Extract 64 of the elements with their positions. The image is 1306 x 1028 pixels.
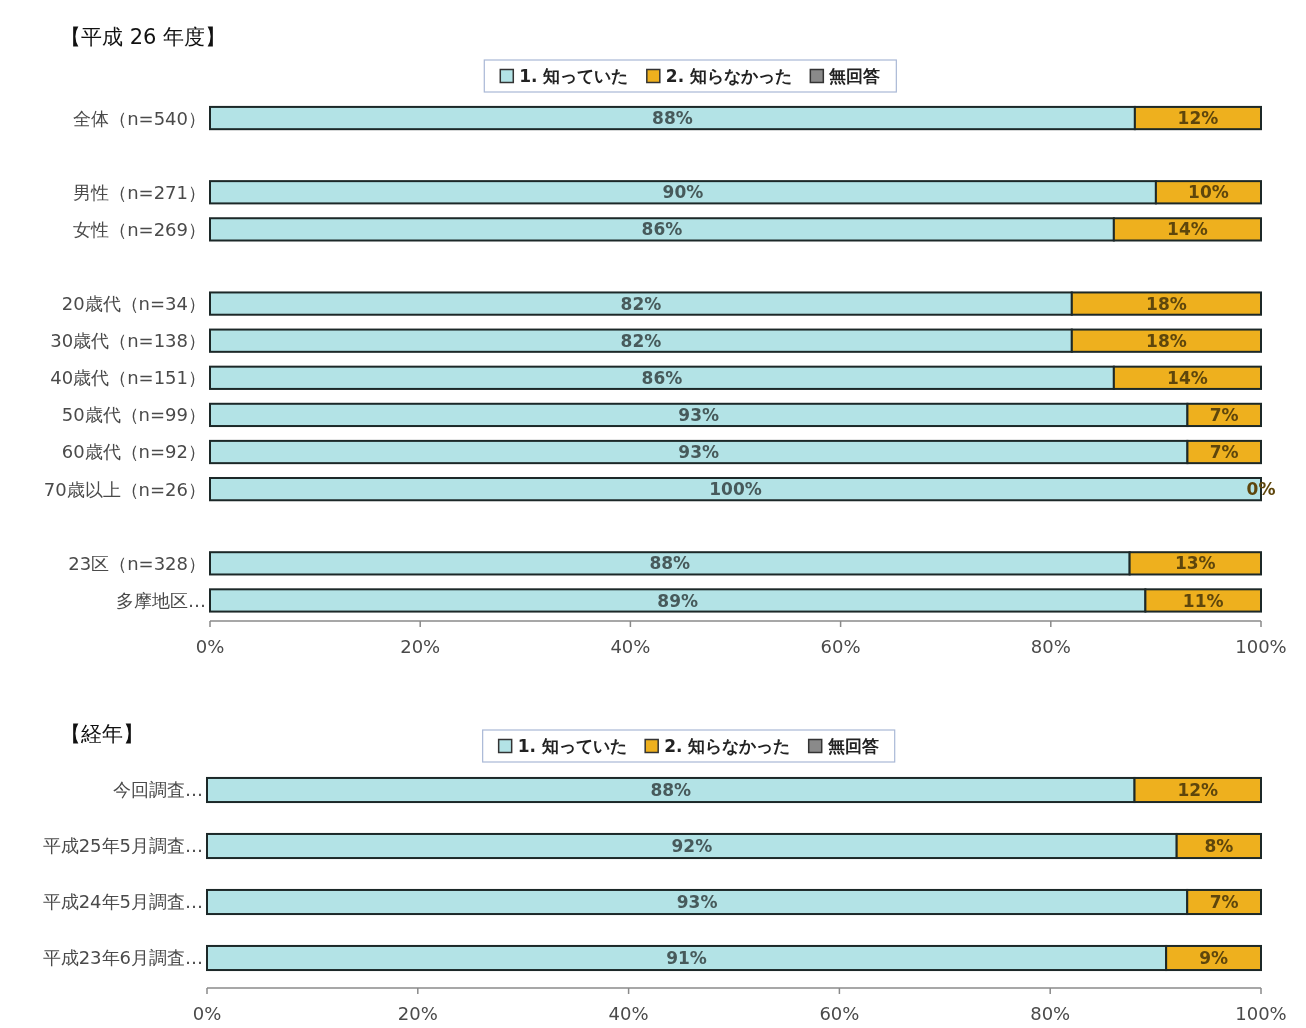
x-tick-label: 0% (192, 1003, 222, 1024)
legend-label: 無回答 (826, 736, 879, 757)
y-tick-label: 今回調査… (113, 779, 203, 801)
y-tick-label: 70歳以上（n=26） (43, 478, 206, 500)
data-label: 82% (620, 293, 662, 314)
data-label: 12% (1177, 780, 1219, 801)
data-label: 89% (657, 590, 699, 611)
y-tick-label: 60歳代（n=92） (61, 441, 206, 463)
y-tick-label: 23区（n=328） (68, 552, 206, 574)
data-label: 14% (1167, 367, 1208, 388)
x-tick-label: 40% (608, 1003, 649, 1024)
data-label: 12% (1177, 108, 1219, 129)
y-tick-label: 30歳代（n=138） (50, 330, 206, 352)
x-tick-label: 100% (1235, 1003, 1287, 1024)
data-label: 90% (662, 182, 704, 203)
data-label: 7% (1209, 442, 1239, 463)
chart-title: 【経年】 (60, 722, 144, 746)
data-label: 91% (666, 948, 707, 969)
data-label: 88% (650, 780, 692, 801)
data-label: 93% (676, 892, 718, 913)
data-label: 86% (641, 367, 683, 388)
data-label: 7% (1209, 892, 1239, 913)
y-tick-label: 40歳代（n=151） (50, 367, 206, 389)
legend-label: 1. 知っていた (517, 736, 627, 757)
x-tick-label: 20% (400, 636, 441, 657)
data-label: 7% (1209, 405, 1239, 426)
x-tick-label: 80% (1030, 1003, 1071, 1024)
legend-label: 無回答 (828, 66, 881, 87)
x-tick-label: 80% (1030, 636, 1071, 657)
x-tick-label: 20% (397, 1003, 438, 1024)
data-label: 18% (1146, 330, 1187, 351)
data-label: 88% (649, 553, 691, 574)
y-tick-label: 20歳代（n=34） (61, 293, 206, 315)
y-tick-label: 女性（n=269） (73, 218, 206, 240)
data-label: 88% (652, 108, 693, 129)
data-label: 13% (1174, 553, 1216, 574)
x-tick-label: 100% (1235, 636, 1287, 657)
data-label: 11% (1182, 590, 1224, 611)
y-tick-label: 平成25年5月調査… (42, 835, 203, 857)
data-label: 93% (678, 442, 720, 463)
x-tick-label: 0% (195, 636, 225, 657)
data-label: 9% (1199, 948, 1229, 969)
y-tick-label: 多摩地区… (116, 589, 206, 611)
data-label: 82% (620, 330, 662, 351)
data-label: 92% (671, 836, 713, 857)
data-label: 93% (678, 405, 720, 426)
x-tick-label: 40% (610, 636, 651, 657)
legend-label: 2. 知らなかった (665, 66, 793, 87)
y-tick-label: 50歳代（n=99） (61, 404, 206, 426)
y-tick-label: 平成23年6月調査… (42, 947, 203, 969)
x-tick-label: 60% (820, 636, 861, 657)
y-tick-label: 全体（n=540） (73, 107, 206, 129)
data-label: 8% (1204, 836, 1234, 857)
legend-label: 2. 知らなかった (664, 736, 791, 757)
y-tick-label: 平成24年5月調査… (42, 891, 203, 913)
y-tick-label: 男性（n=271） (73, 181, 206, 203)
data-label: 100% (709, 479, 762, 500)
x-tick-label: 60% (819, 1003, 860, 1024)
chart-title: 【平成 26 年度】 (60, 25, 227, 49)
data-label: 86% (641, 219, 683, 240)
data-label: 18% (1146, 293, 1187, 314)
data-label: 14% (1167, 219, 1208, 240)
legend-label: 1. 知っていた (519, 66, 629, 87)
data-label: 10% (1188, 182, 1229, 203)
